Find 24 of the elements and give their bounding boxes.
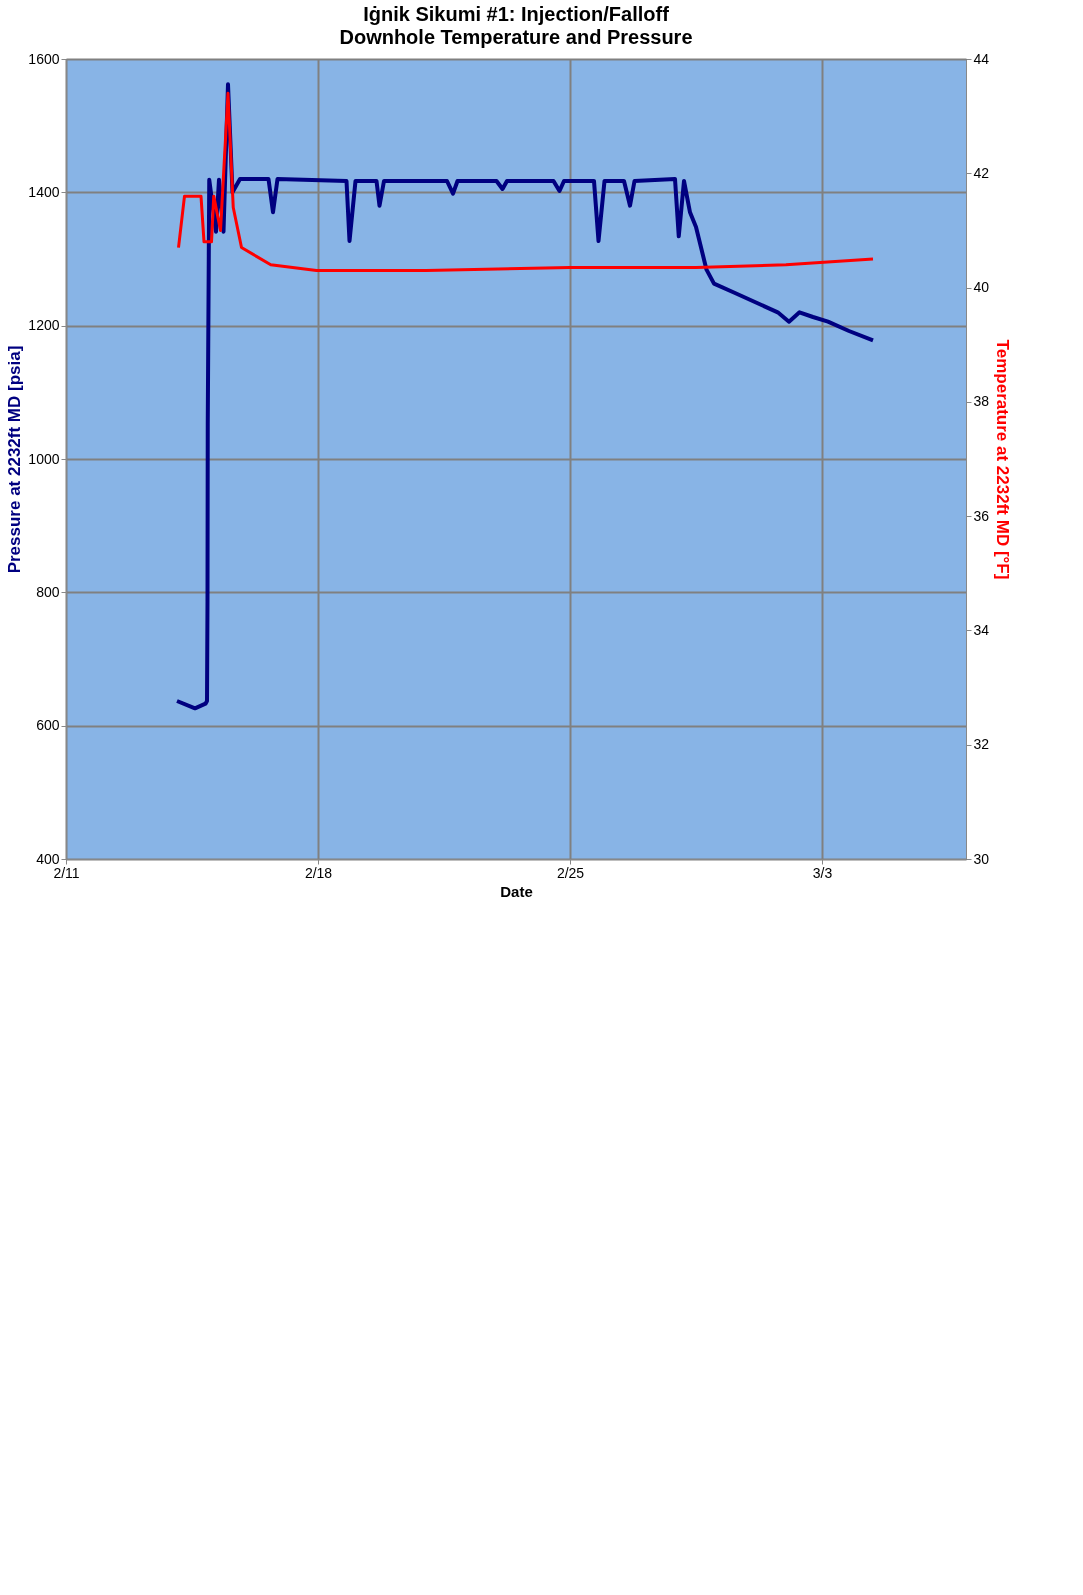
y2-tick-label: 44 <box>973 50 990 67</box>
x-tick-label: 2/11 <box>53 864 80 881</box>
y2-tick-label: 38 <box>973 393 990 410</box>
chart-subtitle: Downhole Temperature and Pressure <box>339 26 693 48</box>
y2-tick-label: 42 <box>973 164 990 181</box>
x-axis-title: Date <box>500 882 533 900</box>
y2-tick-label: 34 <box>973 621 990 638</box>
x-tick-label: 2/18 <box>304 864 333 881</box>
x-tick-label: 3/3 <box>812 864 833 881</box>
x-tick-label: 2/25 <box>556 864 585 881</box>
y2-tick-label: 40 <box>973 279 990 296</box>
y-tick-label: 1600 <box>28 50 60 67</box>
y-tick-label: 400 <box>36 850 60 867</box>
y-tick-label: 800 <box>36 583 60 600</box>
chart-title: Iġnik Sikumi #1: Injection/Falloff <box>363 3 670 25</box>
y2-tick-label: 32 <box>973 736 990 753</box>
y-tick-label: 1000 <box>28 450 60 467</box>
y-tick-label: 600 <box>36 717 60 734</box>
y2-tick-label: 30 <box>973 850 990 867</box>
y-tick-label: 1400 <box>28 183 60 200</box>
y-axis-title: Pressure at 2232ft MD [psia] <box>5 345 25 574</box>
y-tick-label: 1200 <box>28 317 60 334</box>
y2-tick-label: 36 <box>973 507 990 524</box>
y2-axis-title: Temperature at 2232ft MD [°F] <box>993 339 1013 580</box>
